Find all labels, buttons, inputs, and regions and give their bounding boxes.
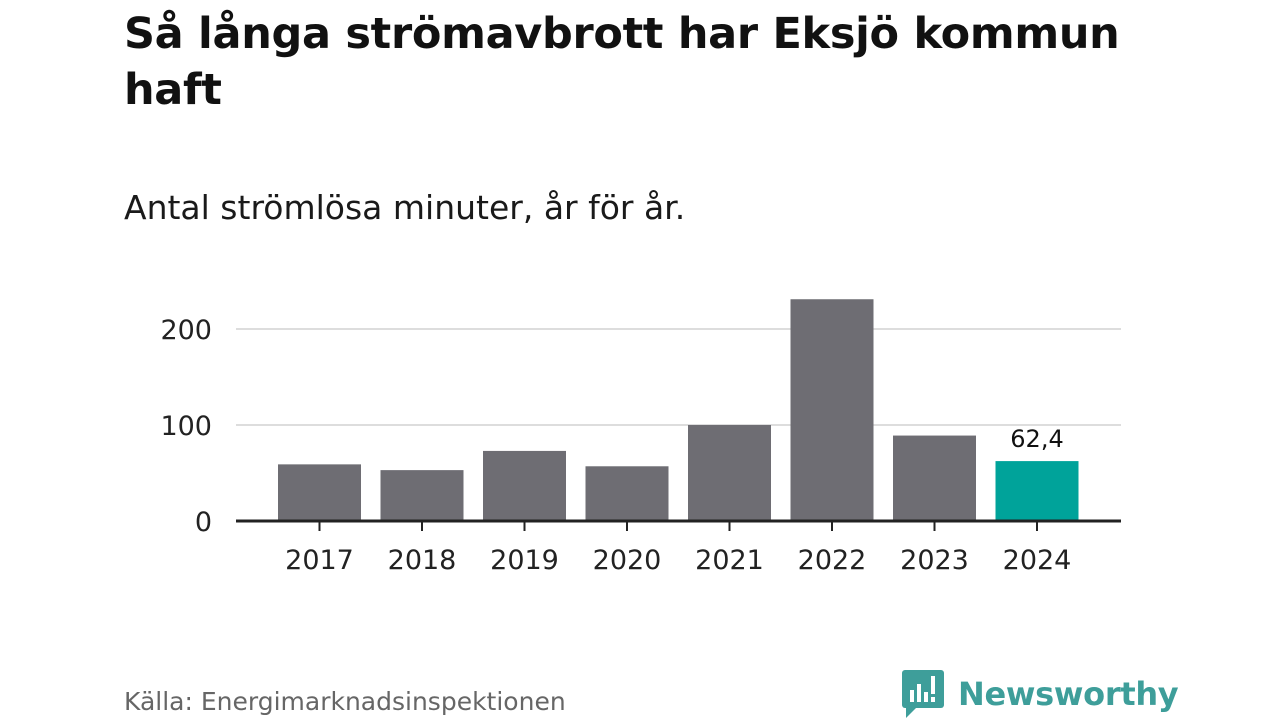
brand-name: Newsworthy	[958, 675, 1179, 713]
x-tick-label: 2017	[285, 545, 354, 576]
gridlines	[236, 328, 1121, 426]
chart-title: Så långa strömavbrott har Eksjö kommun h…	[124, 9, 1120, 115]
x-tick-label: 2023	[900, 545, 969, 576]
x-tick-label: 2019	[490, 545, 559, 576]
bars	[278, 299, 1079, 521]
x-tick-label: 2020	[593, 545, 662, 576]
x-tick-label: 2021	[695, 545, 764, 576]
x-tick-label: 2022	[798, 545, 867, 576]
x-tick-label: 2018	[388, 545, 457, 576]
brand-logo[interactable]: Newsworthy	[902, 670, 1179, 718]
newsworthy-logo-icon	[902, 670, 944, 718]
chart-subtitle: Antal strömlösa minuter, år för år.	[124, 188, 686, 227]
bar-2023[interactable]	[893, 435, 976, 521]
bar-2020[interactable]	[585, 466, 669, 521]
bar-2021[interactable]	[688, 425, 771, 521]
source-note: Källa: Energimarknadsinspektionen	[124, 687, 566, 716]
bar-2019[interactable]	[483, 450, 566, 521]
bar-2018[interactable]	[380, 470, 464, 521]
y-tick-label: 100	[160, 411, 212, 442]
y-tick-label: 0	[195, 507, 212, 538]
bar-2017[interactable]	[278, 464, 361, 521]
y-tick-label: 200	[160, 315, 212, 346]
bar-2024[interactable]	[995, 461, 1079, 521]
x-axis	[236, 519, 1121, 531]
bar-2022[interactable]	[790, 299, 874, 521]
labels: 0 100 200 2017 2018 2019 2020 2021 2022 2023 2024 6…	[160, 315, 1071, 576]
x-tick-label: 2024	[1003, 545, 1072, 576]
data-label-2024: 62,4	[1010, 425, 1063, 453]
